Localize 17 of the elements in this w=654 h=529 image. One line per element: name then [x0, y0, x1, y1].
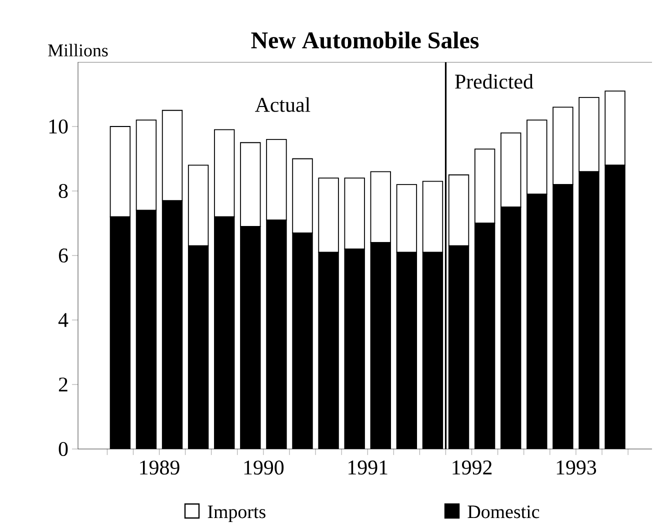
annotation: Predicted	[455, 74, 534, 89]
legend-label: Imports	[208, 506, 266, 522]
y-tick-label: 8	[58, 184, 68, 198]
x-tick-label: 1991	[348, 460, 388, 475]
annotation: Actual	[255, 97, 310, 112]
y-axis-title: Millions	[48, 44, 108, 56]
y-tick-label: 10	[49, 119, 68, 134]
chart-title: New Automobile Sales	[251, 32, 479, 48]
y-tick-label: 0	[58, 442, 68, 456]
x-tick-label: 1993	[556, 460, 596, 475]
x-tick-label: 1992	[452, 460, 492, 475]
legend-label: Domestic	[468, 505, 540, 518]
y-tick-label: 2	[58, 378, 68, 392]
y-tick-label: 4	[58, 313, 68, 327]
x-tick-label: 1989	[140, 460, 180, 475]
x-tick-label: 1990	[244, 460, 284, 475]
y-tick-label: 6	[58, 248, 68, 263]
